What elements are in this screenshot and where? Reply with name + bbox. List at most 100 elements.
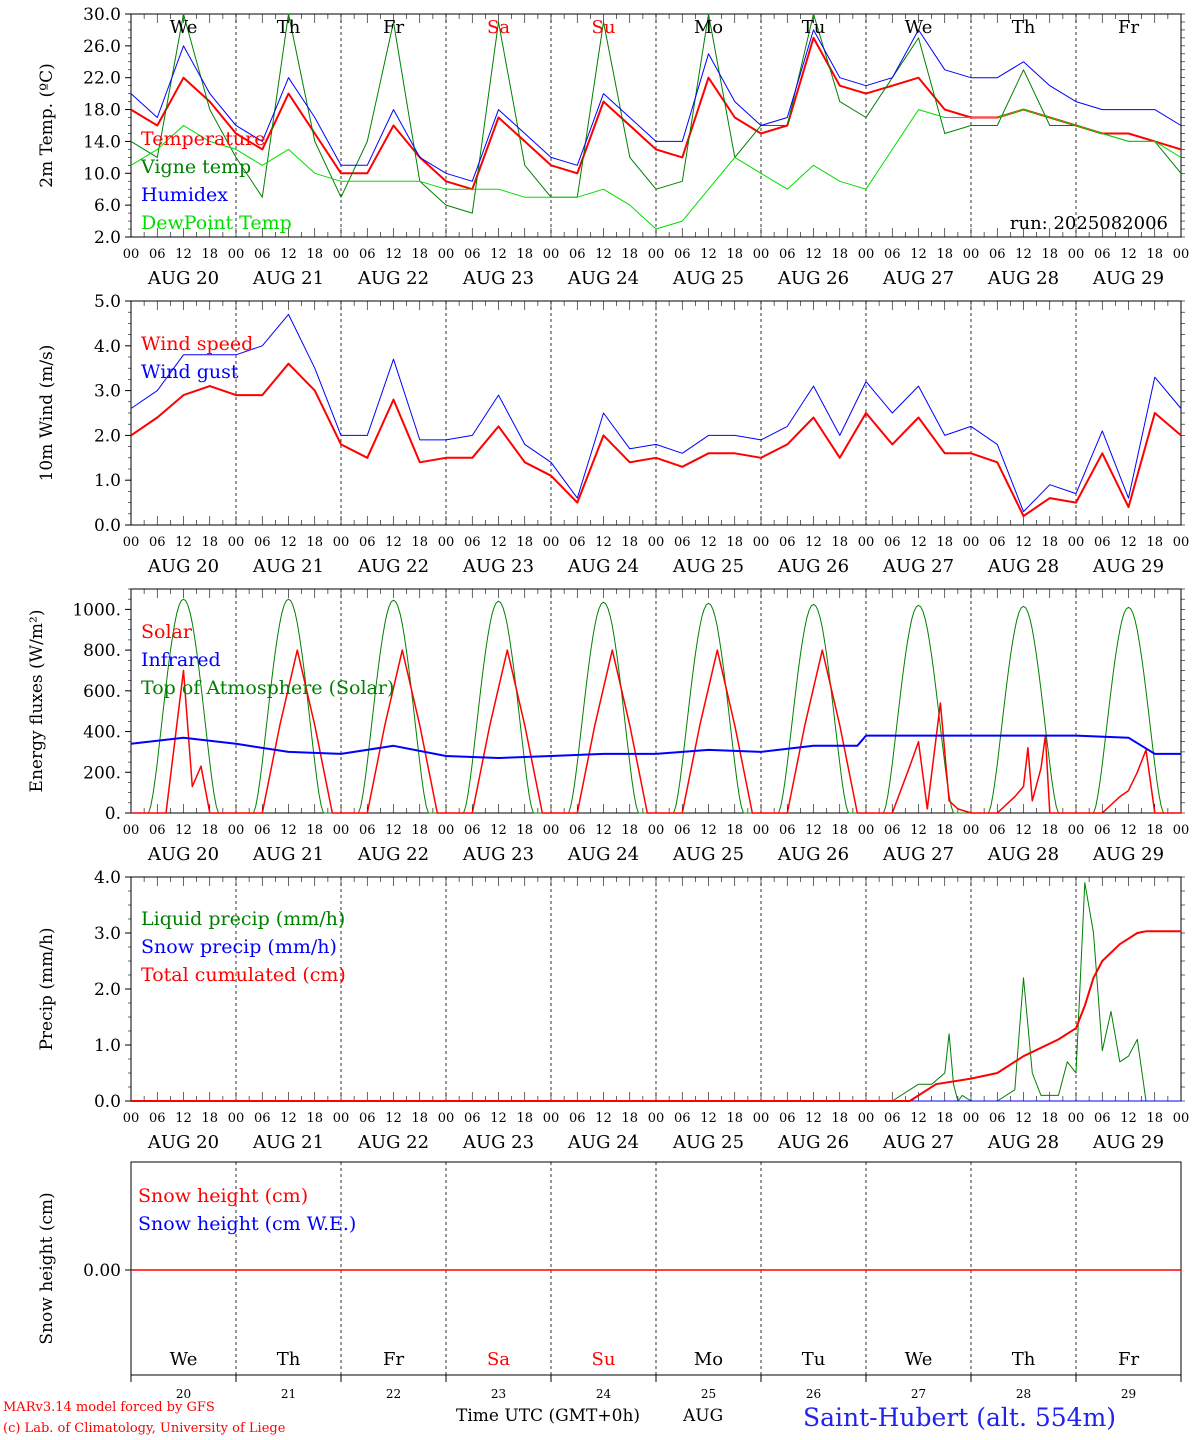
hour-label: 00 <box>1173 535 1190 550</box>
hour-label: 00 <box>963 247 980 262</box>
hour-label: 00 <box>858 247 875 262</box>
panel-frame <box>130 588 1182 814</box>
hour-label: 12 <box>910 535 927 550</box>
hour-label: 18 <box>516 247 533 262</box>
date-label: AUG 20 <box>147 1132 219 1153</box>
hour-label: 06 <box>884 1111 901 1126</box>
hour-label: 12 <box>280 247 297 262</box>
hour-label: 00 <box>228 823 245 838</box>
hour-label: 12 <box>910 247 927 262</box>
hour-label: 06 <box>779 1111 796 1126</box>
legend-entry: Humidex <box>141 184 228 206</box>
date-label: AUG 24 <box>567 268 639 289</box>
hour-label: 18 <box>306 247 323 262</box>
legend-entry: Snow height (cm) <box>138 1185 308 1207</box>
hour-label: 12 <box>700 535 717 550</box>
hour-label: 06 <box>149 823 166 838</box>
y-tick-label: 1.0 <box>94 471 121 491</box>
hour-label: 00 <box>543 1111 560 1126</box>
hour-label: 18 <box>1041 247 1058 262</box>
hour-label: 12 <box>1015 823 1032 838</box>
day-name: Th <box>1012 17 1036 38</box>
hour-label: 06 <box>359 247 376 262</box>
day-number: 23 <box>491 1387 506 1401</box>
hour-label: 12 <box>175 1111 192 1126</box>
hour-label: 06 <box>989 823 1006 838</box>
hour-label: 00 <box>438 823 455 838</box>
hour-label: 12 <box>1015 1111 1032 1126</box>
hour-label: 00 <box>228 1111 245 1126</box>
day-name: Fr <box>1118 17 1139 38</box>
hour-label: 00 <box>648 247 665 262</box>
hour-label: 00 <box>333 535 350 550</box>
hour-label: 18 <box>831 823 848 838</box>
y-axis-label: 10m Wind (m/s) <box>37 345 57 482</box>
hour-label: 06 <box>1094 1111 1111 1126</box>
hour-label: 18 <box>201 823 218 838</box>
series-line <box>130 29 1182 182</box>
day-name: Fr <box>383 1349 404 1370</box>
hour-label: 18 <box>201 247 218 262</box>
hour-label: 06 <box>359 823 376 838</box>
hour-label: 00 <box>228 247 245 262</box>
hour-label: 06 <box>464 535 481 550</box>
series-line <box>130 109 1182 230</box>
hour-label: 18 <box>1146 247 1163 262</box>
hour-label: 18 <box>306 535 323 550</box>
date-label: AUG 26 <box>777 844 849 865</box>
hour-label: 18 <box>936 1111 953 1126</box>
y-tick-label: 600. <box>83 682 121 702</box>
model-credit: MARv3.14 model forced by GFS <box>3 1400 215 1415</box>
day-number: 29 <box>1121 1387 1136 1401</box>
hour-label: 12 <box>385 823 402 838</box>
date-label: AUG 27 <box>882 268 954 289</box>
date-label: AUG 20 <box>147 556 219 577</box>
hour-label: 12 <box>490 535 507 550</box>
hour-label: 00 <box>543 823 560 838</box>
date-label: AUG 25 <box>672 1132 744 1153</box>
date-label: AUG 26 <box>777 1132 849 1153</box>
panel-frame <box>130 13 1182 238</box>
hour-label: 12 <box>1120 535 1137 550</box>
hour-label: 12 <box>175 535 192 550</box>
hour-label: 18 <box>1041 535 1058 550</box>
legend-entry: Wind gust <box>141 361 239 383</box>
hour-label: 12 <box>805 247 822 262</box>
hour-label: 06 <box>674 535 691 550</box>
hour-label: 00 <box>1068 535 1085 550</box>
date-label: AUG 29 <box>1092 1132 1164 1153</box>
hour-label: 06 <box>674 1111 691 1126</box>
hour-label: 00 <box>1173 247 1190 262</box>
y-tick-label: 5.0 <box>94 292 121 312</box>
y-tick-label: 2.0 <box>94 980 121 1000</box>
y-tick-label: 0. <box>105 804 121 824</box>
legend-entry: Total cumulated (cm) <box>141 964 346 986</box>
series-line <box>130 362 1182 517</box>
hour-label: 12 <box>1120 1111 1137 1126</box>
hour-label: 12 <box>805 535 822 550</box>
day-number: 24 <box>596 1387 612 1401</box>
hour-label: 18 <box>936 247 953 262</box>
hour-label: 12 <box>910 1111 927 1126</box>
hour-label: 00 <box>753 1111 770 1126</box>
hour-label: 06 <box>779 535 796 550</box>
series-line <box>130 734 1181 759</box>
hour-label: 00 <box>1068 823 1085 838</box>
date-label: AUG 22 <box>357 556 429 577</box>
legend-entry: Temperature <box>141 128 265 150</box>
hour-label: 00 <box>438 535 455 550</box>
y-axis-label: Snow height (cm) <box>37 1192 57 1344</box>
hour-label: 06 <box>674 823 691 838</box>
legend-entry: Snow precip (mm/h) <box>141 936 337 958</box>
hour-label: 18 <box>1146 535 1163 550</box>
hour-label: 06 <box>884 823 901 838</box>
hour-label: 12 <box>175 247 192 262</box>
hour-label: 06 <box>884 247 901 262</box>
month-label: AUG <box>683 1406 724 1426</box>
hour-label: 12 <box>1015 535 1032 550</box>
hour-label: 18 <box>831 1111 848 1126</box>
y-tick-label: 10.0 <box>83 164 121 184</box>
hour-label: 12 <box>595 535 612 550</box>
hour-label: 00 <box>648 823 665 838</box>
date-label: AUG 24 <box>567 556 639 577</box>
